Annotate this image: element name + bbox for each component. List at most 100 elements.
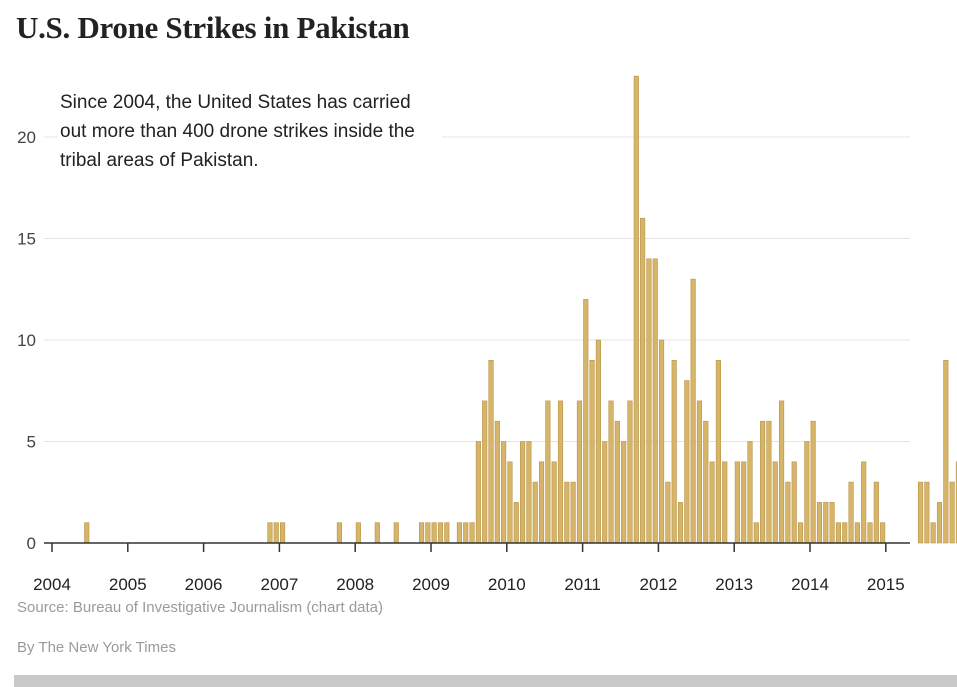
bar [779,400,785,544]
bar [734,461,740,544]
x-tick-label: 2011 [564,575,601,594]
bar [425,522,431,544]
bar [488,359,494,544]
bar [545,400,551,544]
bar [532,481,538,544]
bar [589,359,595,544]
bar [444,522,450,544]
bar [848,481,854,544]
bar [482,400,488,544]
x-axis [44,542,910,552]
bar [917,481,924,544]
x-axis-labels: 2004 2005 2006 2007 2008 2009 2010 2011 2012 2013… [33,575,905,594]
bar [753,522,759,544]
bar [867,522,873,544]
bar [671,359,677,544]
y-axis-labels: 0 5 10 15 20 [17,128,36,553]
bottom-divider [14,675,957,687]
bars [84,75,957,544]
bar [557,400,564,544]
bar [279,522,286,544]
chart-title: U.S. Drone Strikes in Pakistan [16,10,410,45]
bar [854,522,860,544]
bar [576,400,582,544]
bar [267,522,273,544]
bar [583,299,589,544]
bar [747,441,753,544]
bar [621,441,627,544]
bar [829,502,835,544]
gridlines [44,136,910,442]
x-tick-label: 2013 [715,575,753,594]
bar [816,502,823,544]
bar [355,522,361,544]
bar [722,461,728,544]
bar [677,502,684,544]
bar [646,258,652,544]
bar [791,461,797,544]
bar [873,481,879,544]
bar [336,522,342,544]
bar [608,400,614,544]
bar [614,420,620,544]
bar [709,461,715,544]
bar [469,522,475,544]
bar [949,481,955,544]
bar [494,420,500,544]
bar [374,522,380,544]
bar [924,481,930,544]
x-tick-label: 2005 [109,575,147,594]
bar [507,461,513,544]
x-tick-label: 2015 [867,575,905,594]
bar [810,420,816,544]
bar [538,461,545,544]
bar [513,502,519,544]
bar [880,522,886,544]
bar [835,522,841,544]
bar [520,441,526,544]
x-tick-label: 2014 [791,575,829,594]
bar [84,522,90,544]
bar [930,522,936,544]
chart-annotation: Since 2004, the United States has carrie… [58,88,442,175]
bar [627,400,633,544]
bar [475,441,481,544]
y-tick-label: 5 [27,433,36,452]
bar [943,359,949,544]
bar [665,481,671,544]
bar [696,400,703,544]
bar [602,441,608,544]
bar [785,481,791,544]
bar [418,522,425,544]
bar [570,481,576,544]
bar [640,217,646,544]
bar [595,339,601,544]
x-tick-label: 2004 [33,575,71,594]
bar [804,441,810,544]
bar [797,522,804,544]
bar [823,502,829,544]
bar [658,339,665,544]
bar [431,522,437,544]
y-tick-label: 0 [27,534,36,553]
x-tick-label: 2008 [336,575,374,594]
bar [760,420,766,544]
x-tick-label: 2006 [185,575,223,594]
bar [273,522,279,544]
bar [766,420,772,544]
y-tick-label: 20 [17,128,36,147]
bar [463,522,469,544]
bar [564,481,570,544]
bar [741,461,747,544]
bar [456,522,462,544]
bar [526,441,532,544]
bar [772,461,778,544]
x-tick-label: 2007 [260,575,298,594]
source-note: Source: Bureau of Investigative Journali… [17,599,384,616]
bar [936,502,943,544]
bar [690,278,696,544]
bar [715,359,721,544]
bar [842,522,848,544]
x-tick-label: 2012 [639,575,677,594]
